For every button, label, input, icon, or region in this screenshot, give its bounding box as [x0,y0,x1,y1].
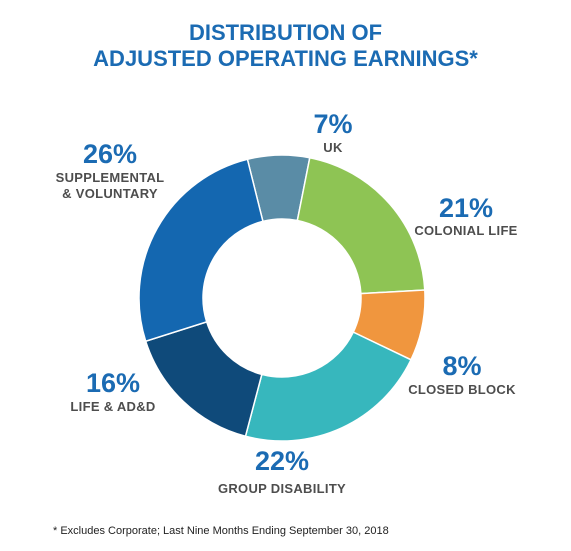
donut-slices [138,154,426,442]
pct-label-uk: 7% [313,109,352,139]
category-label-colonial-life: COLONIAL LIFE [414,223,517,238]
slice-colonial-life [296,156,426,295]
pct-label-closed-block: 8% [442,351,481,381]
donut-labels: 7%UK 21%COLONIAL LIFE 8%CLOSED BLOCK 22% GRO… [56,109,518,496]
footnote: * Excludes Corporate; Last Nine Months E… [53,525,389,537]
category-label-group-disability: GROUP DISABILITY [218,481,346,496]
category-label-closed-block: CLOSED BLOCK [408,382,516,397]
category-label-uk: UK [323,140,343,155]
chart-title-line-1: DISTRIBUTION OF [188,20,383,45]
pct-label-colonial-life: 21% [439,193,493,223]
category-label-supplemental-and-voluntary-line-1: SUPPLEMENTAL [56,170,165,185]
pct-label-group-disability: 22% [255,446,309,476]
slice-supplemental-and-voluntary [138,158,264,343]
pct-label-supplemental-and-voluntary: 26% [83,139,137,169]
category-label-life-and-adandd: LIFE & AD&D [70,399,155,414]
slice-group-disability [244,331,412,442]
slice-life-and-adandd [144,320,263,438]
chart-title-line-2: ADJUSTED OPERATING EARNINGS* [93,46,478,71]
pct-label-life-and-adandd: 16% [86,368,140,398]
category-label-supplemental-and-voluntary-line-2: & VOLUNTARY [62,186,158,201]
